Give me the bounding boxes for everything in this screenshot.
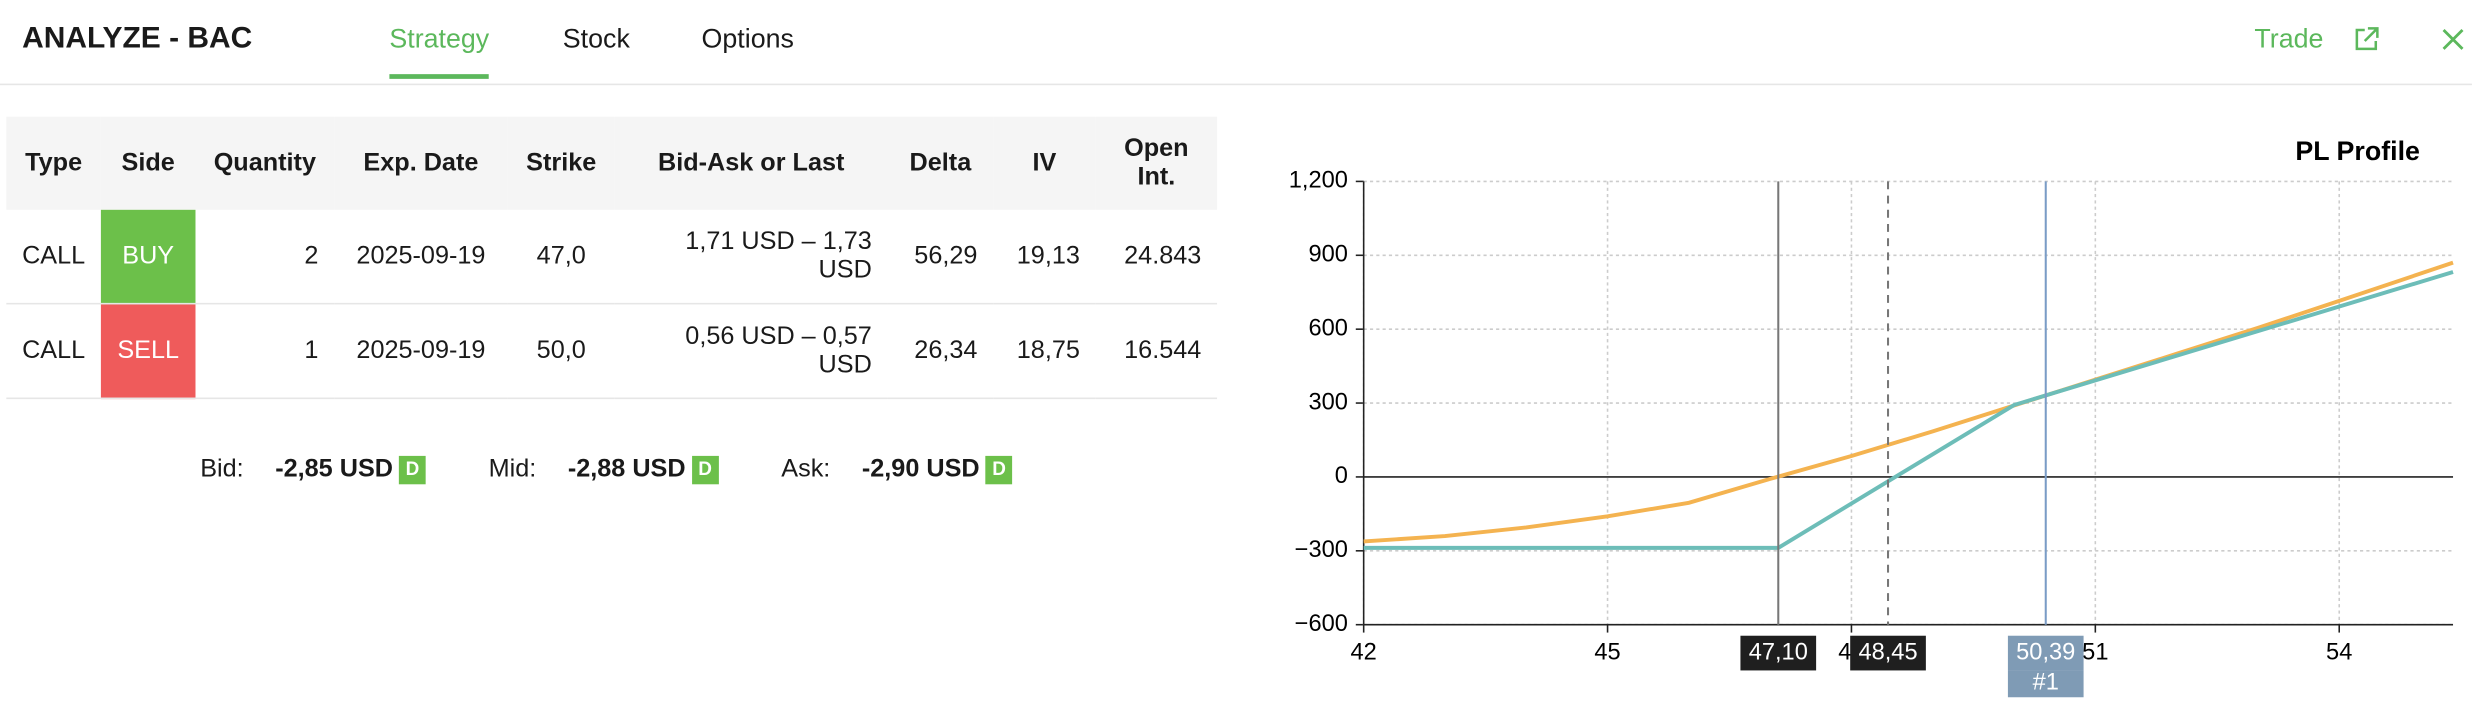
badge: D [691,455,719,485]
x-tick-label: 42 [1351,639,1377,665]
pl-line [1363,260,2454,544]
table-cell: 2025-09-19 [334,303,508,400]
title: ANALYZE - BAC [22,22,253,56]
table-cell: 26,34 [887,303,994,400]
table-cell: 18,75 [993,303,1096,400]
table-row: CALL SELL 1 2025-09-19 50,0 0,56 USD – 0,57 U… [6,303,1218,400]
summary-label: Mid: [488,455,537,483]
y-tick-label: 0 [1335,463,1348,489]
column-header: IV [993,116,1096,210]
table-cell: 1 [195,303,335,400]
pl-chart: PL Profile−600−30003006009001,2004245485… [1289,136,2454,698]
column-header: Strike [507,116,615,210]
marker-tag: #1 [2033,669,2059,695]
table-cell: 19,13 [993,209,1096,305]
table-row: CALL BUY 2 2025-09-19 47,0 1,71 USD – 1,73 US… [6,209,1218,305]
x-tick-label: 45 [1594,639,1620,665]
y-tick-label: 1,200 [1289,168,1348,194]
marker-label-bg [2007,635,2084,671]
y-tick-label: 300 [1308,389,1347,415]
y-tick-label: 600 [1308,315,1347,341]
side-cell: SELL [100,303,196,400]
table-cell: 16.544 [1095,303,1218,400]
column-header: Bid-Ask or Last [614,116,888,210]
header: ANALYZE - BAC Strategy Stock Options Tra… [0,0,2472,86]
chart-title: PL Profile [2295,136,2420,166]
x-tick-label: 54 [2326,639,2352,665]
tab[interactable]: Options [701,23,794,54]
x-tick-label: 51 [2082,639,2108,665]
table-cell: 1,71 USD – 1,73 USD [614,209,888,305]
table-cell: CALL [6,303,101,400]
table-cell: 2 [195,209,335,305]
marker-label-bg [1850,635,1926,671]
legs-table: Type Side Quantity Exp. Date Strike Bid-Ask o… [6,116,1218,400]
column-header: Type [6,116,101,210]
column-header: Quantity [195,116,335,210]
marker-label: 47,10 [1749,639,1808,665]
summary-value: -2,85 USD [275,455,393,483]
summary-label: Bid: [200,455,244,483]
side-cell: BUY [100,209,196,305]
trade-link[interactable]: Trade [2254,23,2324,54]
column-header: Open Int. [1095,116,1218,210]
badge: D [985,455,1013,485]
table-cell: 24.843 [1095,209,1218,305]
column-header: Delta [887,116,994,210]
table-cell: 56,29 [887,209,994,305]
table-cell: 2025-09-19 [334,209,508,305]
y-tick-label: 900 [1308,242,1347,268]
external-icon[interactable] [2352,25,2380,53]
price-summary: Bid: -2,85 USD D Mid: -2,88 USD D Ask: -2,90 US… [200,455,1075,485]
close-icon[interactable] [2440,27,2465,52]
column-header: Exp. Date [334,116,508,210]
y-tick-label: −300 [1295,537,1348,563]
table-cell: 0,56 USD – 0,57 USD [614,303,888,400]
summary-value: -2,90 USD [861,455,980,483]
table-cell: 50,0 [507,303,615,400]
pl-line [1363,270,2454,550]
marker-label: 48,45 [1858,639,1917,665]
marker-tag-bg [2007,670,2084,698]
table-cell: 47,0 [507,209,615,305]
y-tick-label: −600 [1295,611,1348,637]
marker-label-bg [1740,635,1817,671]
tab[interactable]: Strategy [389,24,490,79]
table-cell: CALL [6,209,101,305]
marker-label: 50,39 [2016,639,2075,665]
summary-label: Ask: [781,455,831,483]
summary-value: -2,88 USD [567,455,686,483]
badge: D [399,455,426,485]
column-header: Side [100,116,196,210]
tab[interactable]: Stock [562,23,630,54]
